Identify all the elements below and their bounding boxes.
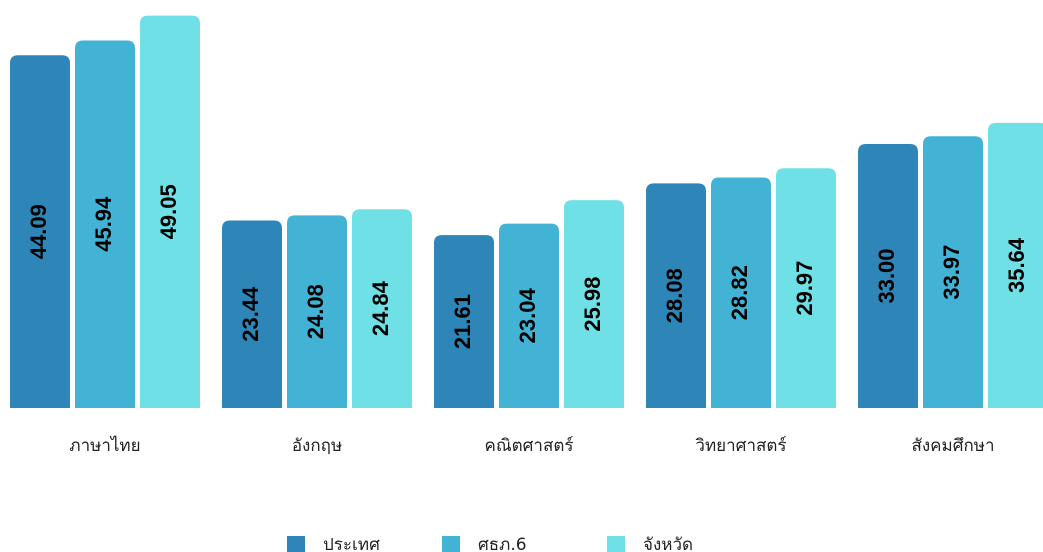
bar bbox=[499, 223, 559, 408]
bar bbox=[75, 40, 135, 408]
x-tick-label: วิทยาศาสตร์ bbox=[695, 436, 787, 456]
legend-swatch bbox=[287, 536, 305, 552]
legend-label: ศธภ.6 bbox=[478, 535, 527, 552]
bar bbox=[988, 122, 1043, 408]
legend-swatch bbox=[442, 536, 460, 552]
value-label: 24.08 bbox=[303, 284, 328, 339]
value-label: 33.97 bbox=[939, 245, 964, 300]
legend-swatch bbox=[607, 536, 625, 552]
value-label: 28.08 bbox=[662, 268, 687, 323]
value-label: 33.00 bbox=[874, 248, 899, 303]
bar bbox=[10, 55, 70, 408]
legend-label: ประเทศ bbox=[323, 535, 380, 552]
value-label: 23.44 bbox=[238, 286, 263, 342]
x-tick-label: ภาษาไทย bbox=[69, 435, 140, 456]
value-label: 23.04 bbox=[515, 288, 540, 344]
value-label: 49.05 bbox=[156, 184, 181, 239]
value-label: 29.97 bbox=[792, 261, 817, 316]
bar bbox=[858, 144, 918, 408]
bar bbox=[711, 177, 771, 408]
x-tick-label: อังกฤษ bbox=[292, 436, 342, 456]
bar bbox=[352, 209, 412, 408]
value-label: 28.82 bbox=[727, 265, 752, 320]
bar bbox=[776, 168, 836, 408]
bar bbox=[222, 220, 282, 408]
value-label: 45.94 bbox=[91, 196, 116, 252]
bar bbox=[140, 15, 200, 408]
bar bbox=[923, 136, 983, 409]
value-label: 25.98 bbox=[580, 277, 605, 332]
legend-label: จังหวัด bbox=[643, 535, 693, 552]
value-label: 35.64 bbox=[1004, 237, 1029, 293]
bar bbox=[287, 215, 347, 408]
value-label: 44.09 bbox=[26, 204, 51, 259]
x-tick-label: คณิตศาสตร์ bbox=[484, 436, 573, 456]
bar bbox=[564, 200, 624, 408]
bar bbox=[434, 235, 494, 408]
value-label: 21.61 bbox=[450, 294, 475, 349]
bar bbox=[646, 183, 706, 408]
value-label: 24.84 bbox=[368, 280, 393, 336]
x-tick-label: สังคมศึกษา bbox=[911, 436, 994, 456]
